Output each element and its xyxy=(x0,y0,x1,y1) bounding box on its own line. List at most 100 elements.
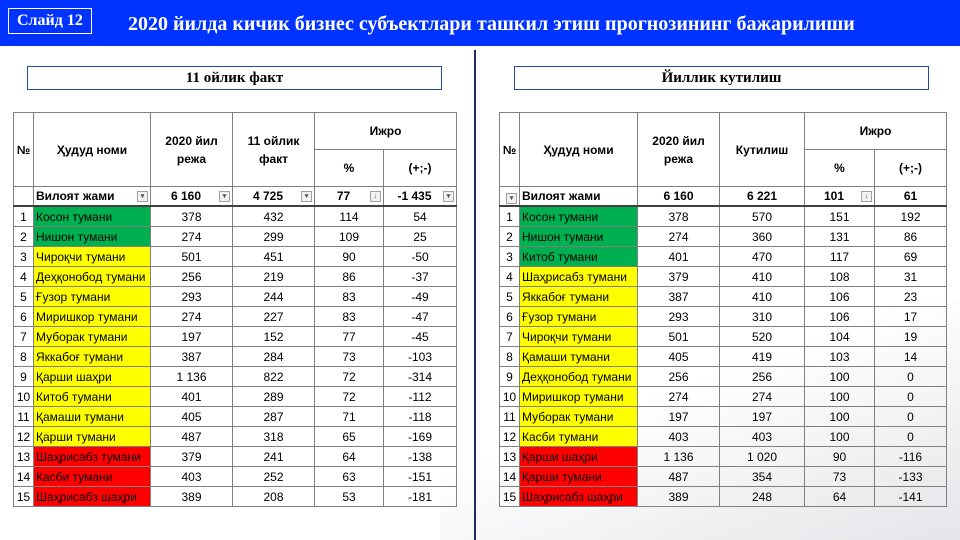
difference-cell[interactable]: 86 xyxy=(873,226,948,247)
region-name-cell[interactable]: Нишон тумани xyxy=(519,226,638,247)
row-number-cell[interactable]: 7 xyxy=(13,326,34,347)
difference-cell[interactable]: -169 xyxy=(382,426,458,447)
plan-cell[interactable]: 274 xyxy=(637,226,720,247)
fact-cell[interactable]: 152 xyxy=(232,326,315,347)
percent-cell[interactable]: 73 xyxy=(804,466,875,487)
row-number-cell[interactable]: 6 xyxy=(499,306,520,327)
expected-cell[interactable]: 410 xyxy=(719,286,805,307)
row-number-cell[interactable]: 13 xyxy=(13,446,34,467)
region-name-cell[interactable]: Деҳқонобод тумани xyxy=(33,266,151,287)
region-name-cell[interactable]: Ғузор тумани xyxy=(33,286,151,307)
plan-cell[interactable]: 387 xyxy=(637,286,720,307)
fact-cell[interactable]: 284 xyxy=(232,346,315,367)
row-number-cell[interactable]: 14 xyxy=(499,466,520,487)
row-number-cell[interactable]: 11 xyxy=(13,406,34,427)
percent-cell[interactable]: 86 xyxy=(314,266,384,287)
percent-cell[interactable]: 151 xyxy=(804,205,875,227)
expected-cell[interactable]: 1 020 xyxy=(719,446,805,467)
region-name-cell[interactable]: Яккабоғ тумани xyxy=(33,346,151,367)
percent-cell[interactable]: 106 xyxy=(804,306,875,327)
difference-cell[interactable]: 69 xyxy=(873,246,948,267)
region-name-cell[interactable]: Муборак тумани xyxy=(519,406,638,427)
percent-cell[interactable]: 77 xyxy=(314,326,384,347)
row-number-cell[interactable]: 15 xyxy=(13,486,34,507)
expected-cell[interactable]: 248 xyxy=(719,486,805,507)
percent-cell[interactable]: 83 xyxy=(314,286,384,307)
percent-cell[interactable]: 108 xyxy=(804,266,875,287)
row-number-cell[interactable]: 7 xyxy=(499,326,520,347)
row-number-cell[interactable]: 3 xyxy=(13,246,34,267)
difference-cell[interactable]: 19 xyxy=(873,326,948,347)
expected-cell[interactable]: 274 xyxy=(719,386,805,407)
plan-cell[interactable]: 197 xyxy=(150,326,233,347)
percent-cell[interactable]: 100 xyxy=(804,426,875,447)
fact-cell[interactable]: 244 xyxy=(232,286,315,307)
fact-cell[interactable]: 241 xyxy=(232,446,315,467)
region-name-cell[interactable]: Муборак тумани xyxy=(33,326,151,347)
difference-cell[interactable]: -37 xyxy=(382,266,458,287)
row-number-cell[interactable]: 14 xyxy=(13,466,34,487)
region-name-cell[interactable]: Чироқчи тумани xyxy=(519,326,638,347)
plan-cell[interactable]: 389 xyxy=(150,486,233,507)
region-name-cell[interactable]: Қамаши тумани xyxy=(519,346,638,367)
percent-cell[interactable]: 114 xyxy=(314,205,384,227)
percent-cell[interactable]: 63 xyxy=(314,466,384,487)
difference-cell[interactable]: -133 xyxy=(873,466,948,487)
fact-cell[interactable]: 252 xyxy=(232,466,315,487)
row-number-cell[interactable]: 4 xyxy=(13,266,34,287)
plan-cell[interactable]: 389 xyxy=(637,486,720,507)
fact-cell[interactable]: 318 xyxy=(232,426,315,447)
sort-icon[interactable]: ↓ xyxy=(861,191,872,202)
plan-cell[interactable]: 403 xyxy=(150,466,233,487)
region-name-cell[interactable]: Қамаши тумани xyxy=(33,406,151,427)
filter-dropdown-icon[interactable]: ▾ xyxy=(137,191,148,202)
expected-cell[interactable]: 470 xyxy=(719,246,805,267)
plan-cell[interactable]: 403 xyxy=(637,426,720,447)
row-number-cell[interactable]: 13 xyxy=(499,446,520,467)
plan-cell[interactable]: 274 xyxy=(637,386,720,407)
fact-cell[interactable]: 287 xyxy=(232,406,315,427)
total-no-cell[interactable]: ▾ xyxy=(499,186,520,207)
fact-cell[interactable]: 822 xyxy=(232,366,315,387)
sort-icon[interactable]: ↓ xyxy=(370,191,381,202)
expected-cell[interactable]: 419 xyxy=(719,346,805,367)
plan-cell[interactable]: 501 xyxy=(637,326,720,347)
plan-cell[interactable]: 378 xyxy=(150,205,233,227)
difference-cell[interactable]: 0 xyxy=(873,366,948,387)
difference-cell[interactable]: 0 xyxy=(873,386,948,407)
region-name-cell[interactable]: Нишон тумани xyxy=(33,226,151,247)
row-number-cell[interactable]: 5 xyxy=(499,286,520,307)
percent-cell[interactable]: 100 xyxy=(804,406,875,427)
row-number-cell[interactable]: 4 xyxy=(499,266,520,287)
plan-cell[interactable]: 379 xyxy=(150,446,233,467)
row-number-cell[interactable]: 9 xyxy=(499,366,520,387)
region-name-cell[interactable]: Шаҳрисабз тумани xyxy=(519,266,638,287)
difference-cell[interactable]: 0 xyxy=(873,426,948,447)
plan-cell[interactable]: 487 xyxy=(150,426,233,447)
region-name-cell[interactable]: Миришкор тумани xyxy=(33,306,151,327)
expected-cell[interactable]: 360 xyxy=(719,226,805,247)
difference-cell[interactable]: -138 xyxy=(382,446,458,467)
row-number-cell[interactable]: 2 xyxy=(13,226,34,247)
difference-cell[interactable]: -314 xyxy=(382,366,458,387)
difference-cell[interactable]: 17 xyxy=(873,306,948,327)
fact-cell[interactable]: 219 xyxy=(232,266,315,287)
percent-cell[interactable]: 64 xyxy=(804,486,875,507)
fact-cell[interactable]: 451 xyxy=(232,246,315,267)
difference-cell[interactable]: 0 xyxy=(873,406,948,427)
percent-cell[interactable]: 83 xyxy=(314,306,384,327)
row-number-cell[interactable]: 1 xyxy=(13,205,34,227)
percent-cell[interactable]: 72 xyxy=(314,386,384,407)
percent-cell[interactable]: 100 xyxy=(804,366,875,387)
plan-cell[interactable]: 197 xyxy=(637,406,720,427)
total-fact-cell[interactable]: 4 725 ▾ xyxy=(232,186,315,207)
difference-cell[interactable]: -141 xyxy=(873,486,948,507)
percent-cell[interactable]: 53 xyxy=(314,486,384,507)
percent-cell[interactable]: 104 xyxy=(804,326,875,347)
row-number-cell[interactable]: 8 xyxy=(13,346,34,367)
row-number-cell[interactable]: 10 xyxy=(499,386,520,407)
difference-cell[interactable]: -103 xyxy=(382,346,458,367)
row-number-cell[interactable]: 10 xyxy=(13,386,34,407)
difference-cell[interactable]: 54 xyxy=(382,205,458,227)
fact-cell[interactable]: 227 xyxy=(232,306,315,327)
